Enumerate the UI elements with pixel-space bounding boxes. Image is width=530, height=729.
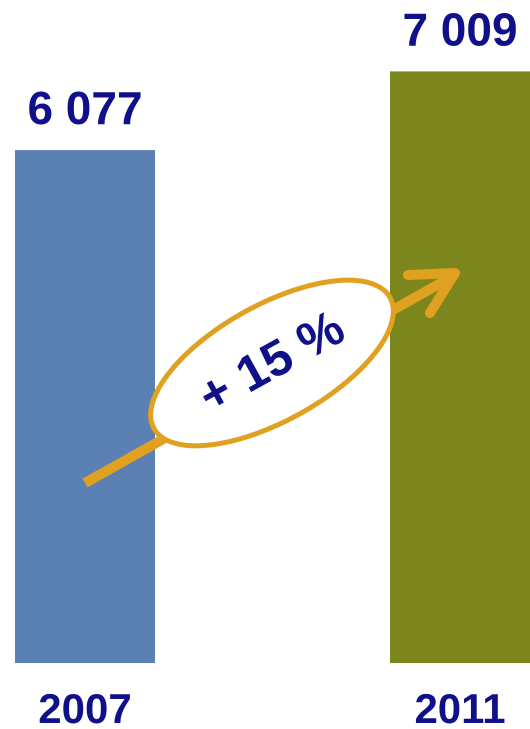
arrow-head (403, 268, 460, 318)
value-label: 7 009 (402, 4, 517, 56)
annotation-ellipse (148, 277, 396, 449)
x-tick-label: 2007 (38, 685, 131, 729)
bar (390, 71, 530, 663)
x-tick-label: 2011 (414, 685, 505, 729)
bar (15, 150, 155, 664)
value-label: 6 077 (27, 82, 142, 134)
